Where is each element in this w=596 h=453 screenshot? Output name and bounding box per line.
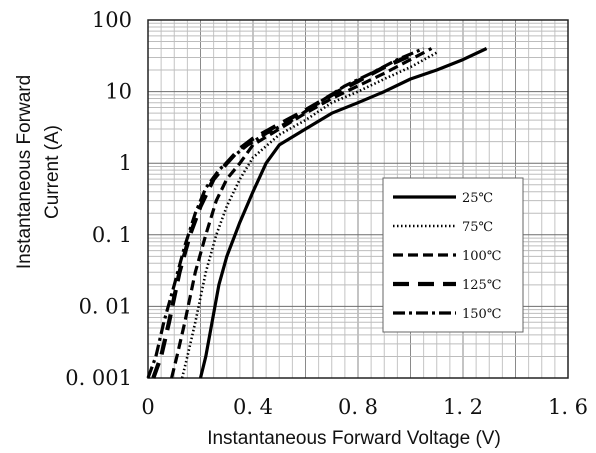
legend-label: 125℃ [462,278,501,293]
series-line-4 [146,47,425,379]
x-axis-title: Instantaneous Forward Voltage (V) [207,428,501,449]
y-tick-label: 0. 001 [65,366,132,390]
series-line-2 [170,47,433,379]
y-tick-label: 1 [119,151,132,175]
legend-label: 100℃ [462,249,501,264]
y-axis-title-line-1: Instantaneous Forward [14,75,35,269]
legend: 25℃ 75℃ 100℃ 125℃ 150℃ [382,177,524,333]
y-tick-label: 0. 01 [79,294,132,318]
x-tick-label: 0. 8 [338,395,378,419]
legend-label: 75℃ [462,220,493,235]
y-axis-title-line-2: Current (A) [42,125,63,219]
x-tick-labels: 0 0. 4 0. 8 1. 2 1. 6 [141,395,588,419]
x-tick-label: 0 [141,395,154,419]
legend-label: 25℃ [462,191,493,206]
y-tick-label: 10 [105,80,132,104]
x-tick-label: 1. 6 [548,395,588,419]
series-line-3 [151,53,412,379]
series-line-0 [198,47,488,379]
series-line-1 [180,51,438,379]
y-tick-label: 0. 1 [92,223,132,247]
y-tick-label: 100 [92,8,132,32]
x-tick-label: 0. 4 [233,395,273,419]
legend-label: 150℃ [462,307,501,322]
x-tick-label: 1. 2 [443,395,483,419]
plot-area-border [147,19,569,379]
series-layer [146,47,488,379]
y-tick-labels: 0. 001 0. 01 0. 1 1 10 100 [65,8,132,390]
